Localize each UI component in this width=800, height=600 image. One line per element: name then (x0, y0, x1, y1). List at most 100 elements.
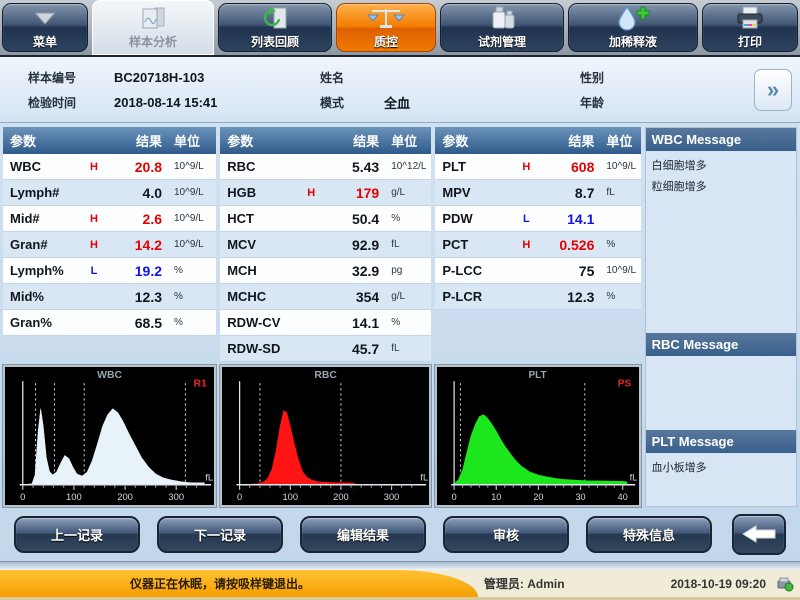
previous-record-button[interactable]: 上一记录 (14, 515, 140, 553)
table-header-row: 参数 结果 单位 (3, 127, 217, 154)
mode-label: 模式 (320, 96, 345, 110)
rbc-histogram-box: RBC 0 100 200 300 fL (220, 365, 432, 507)
result-row: PCT H 0.526% (435, 232, 641, 258)
test-time-value: 2018-08-14 15:41 (114, 95, 218, 110)
age-label: 年龄 (580, 96, 605, 110)
edit-result-button[interactable]: 编辑结果 (300, 515, 426, 553)
status-right: 管理员: Admin 2018-10-19 09:20 (484, 575, 800, 592)
tab-sample-analysis[interactable]: 样本分析 (92, 0, 214, 55)
result-row: RDW-CV 14.1% (220, 310, 432, 336)
result-row: PDW L 14.1 (435, 206, 641, 232)
message-panel: WBC Message 白细胞增多粒细胞增多 RBC Message PLT M… (644, 127, 797, 507)
sample-info-panel: 样本编号 BC20718H-103 姓名 性别 检验时间 2018-08-14 … (0, 57, 800, 123)
diluent-drop-icon (614, 5, 652, 31)
plt-histogram-box: PLT PS 0 10 20 30 40 fL (435, 365, 641, 507)
svg-text:fL: fL (205, 473, 213, 483)
tab-list-review[interactable]: 列表回顾 (218, 3, 332, 52)
next-record-button[interactable]: 下一记录 (157, 515, 283, 553)
list-review-icon (259, 5, 291, 31)
tab-qc-label: 质控 (373, 35, 398, 49)
result-row: WBC H 20.8 10^9/L (3, 154, 217, 180)
table-header-row: 参数 结果 单位 (220, 127, 432, 154)
wbc-message-body: 白细胞增多粒细胞增多 (646, 151, 796, 333)
rbc-message-header: RBC Message (645, 333, 796, 356)
action-button-row: 上一记录 下一记录 编辑结果 审核 特殊信息 (0, 507, 800, 561)
result-row: MCHC 354 g/L (220, 284, 432, 310)
result-row: RBC 5.43 10^12/L (220, 154, 432, 180)
review-button[interactable]: 审核 (443, 515, 569, 553)
wbc-histogram-box: WBC R1 0 100 200 300 fL (3, 365, 217, 507)
svg-text:20: 20 (534, 492, 544, 502)
svg-text:100: 100 (66, 492, 82, 502)
expand-info-button[interactable]: » (754, 69, 792, 111)
qc-scale-icon (366, 5, 406, 31)
result-row: Gran% 68.5% (3, 310, 217, 336)
svg-text:200: 200 (117, 492, 133, 502)
svg-text:40: 40 (618, 492, 628, 502)
result-row: Lymph% L 19.2% (3, 258, 217, 284)
sample-id-label: 样本编号 (28, 71, 77, 85)
tab-list-review-label: 列表回顾 (250, 35, 299, 49)
plt-message-header: PLT Message (645, 430, 796, 453)
result-row: P-LCC 75 10^9/L (435, 258, 641, 284)
special-info-button[interactable]: 特殊信息 (586, 515, 712, 553)
result-row: Gran# H 14.2 10^9/L (3, 232, 217, 258)
tab-diluent-label: 加稀释液 (608, 35, 657, 49)
svg-text:200: 200 (333, 492, 349, 502)
tab-reagent[interactable]: 试剂管理 (440, 3, 564, 52)
result-row: PLT H 608 10^9/L (435, 154, 641, 180)
print-icon (735, 5, 765, 31)
status-divider (0, 561, 800, 570)
name-label: 姓名 (320, 71, 345, 85)
result-row: HCT 50.4% (220, 206, 432, 232)
rbc-message-body (646, 356, 796, 430)
svg-text:fL: fL (630, 473, 638, 483)
message-line: 粒细胞增多 (651, 181, 707, 193)
svg-text:10: 10 (492, 492, 502, 502)
message-line: 白细胞增多 (651, 160, 707, 172)
result-row: Mid# H 2.6 10^9/L (3, 206, 217, 232)
double-chevron-icon: » (766, 77, 780, 102)
tab-reagent-label: 试剂管理 (477, 35, 526, 49)
result-row: MPV 8.7 fL (435, 180, 641, 206)
mode-value: 全血 (384, 96, 411, 111)
operator-label: 管理员: Admin (483, 577, 565, 591)
svg-text:0: 0 (20, 492, 25, 502)
svg-text:0: 0 (237, 492, 242, 502)
svg-text:fL: fL (421, 473, 429, 483)
tab-menu[interactable]: 菜单 (2, 3, 88, 52)
sample-id-value: BC20718H-103 (114, 70, 205, 85)
left-arrow-icon (742, 525, 776, 543)
test-time-label: 检验时间 (28, 96, 77, 110)
svg-text:100: 100 (283, 492, 299, 502)
reagent-bottles-icon (487, 5, 517, 31)
message-line: 血小板增多 (651, 462, 707, 474)
results-area: 参数 结果 单位 WBC H 20.8 10^9/L Lymph# 4.0 10^9/L… (0, 123, 800, 507)
tab-qc[interactable]: 质控 (336, 3, 436, 52)
tab-diluent[interactable]: 加稀释液 (568, 3, 698, 52)
svg-text:300: 300 (168, 492, 184, 502)
svg-text:RBC: RBC (315, 370, 338, 381)
sample-analysis-icon (137, 5, 169, 31)
result-row: HGB H 179 g/L (220, 180, 432, 206)
wbc-message-header: WBC Message (645, 128, 796, 151)
svg-text:WBC: WBC (97, 370, 123, 381)
svg-text:R1: R1 (193, 378, 207, 389)
status-bar: 仪器正在休眠，请按吸样键退出。 管理员: Admin 2018-10-19 09… (0, 570, 800, 600)
wbc-results-table: 参数 结果 单位 WBC H 20.8 10^9/L Lymph# 4.0 10^9/L… (3, 127, 217, 365)
rbc-results-table: 参数 结果 单位 RBC 5.43 10^12/L HGB H 179 g/L HCT … (220, 127, 432, 365)
svg-text:30: 30 (576, 492, 586, 502)
tab-sample-analysis-label: 样本分析 (128, 35, 177, 49)
table-header-row: 参数 结果 单位 (435, 127, 641, 154)
menu-dropdown-icon (30, 5, 60, 31)
result-row: P-LCR 12.3% (435, 284, 641, 310)
operator-name: Admin (527, 577, 565, 591)
plt-results-table: 参数 结果 单位 PLT H 608 10^9/L MPV 8.7 fL PDW L 14… (435, 127, 641, 365)
tab-print[interactable]: 打印 (702, 3, 798, 52)
result-row: MCH 32.9 pg (220, 258, 432, 284)
tab-bar: 菜单 样本分析 列表回顾 (0, 0, 800, 57)
status-datetime: 2018-10-19 09:20 (670, 576, 766, 591)
result-row: Lymph# 4.0 10^9/L (3, 180, 217, 206)
result-row: MCV 92.9 fL (220, 232, 432, 258)
back-button[interactable] (732, 513, 786, 555)
